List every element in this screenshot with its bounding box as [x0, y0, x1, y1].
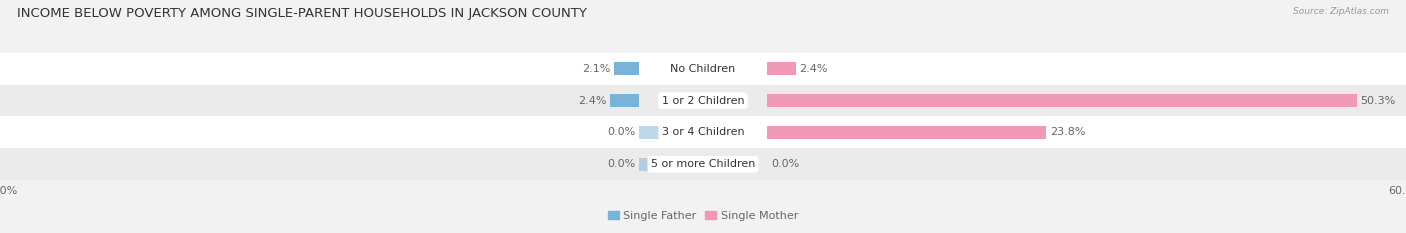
Bar — [0, 148, 1406, 180]
Text: No Children: No Children — [671, 64, 735, 74]
Text: 2.1%: 2.1% — [582, 64, 610, 74]
Text: Source: ZipAtlas.com: Source: ZipAtlas.com — [1294, 7, 1389, 16]
Bar — [703, 158, 742, 171]
Bar — [614, 62, 638, 75]
Text: 50.3%: 50.3% — [1360, 96, 1396, 106]
Text: 5 or more Children: 5 or more Children — [651, 159, 755, 169]
Text: 1 or 2 Children: 1 or 2 Children — [662, 96, 744, 106]
Bar — [638, 158, 678, 171]
Bar — [0, 53, 1406, 85]
Text: 23.8%: 23.8% — [1050, 127, 1085, 137]
Text: INCOME BELOW POVERTY AMONG SINGLE-PARENT HOUSEHOLDS IN JACKSON COUNTY: INCOME BELOW POVERTY AMONG SINGLE-PARENT… — [17, 7, 586, 20]
Bar — [768, 126, 1046, 139]
Text: 2.4%: 2.4% — [799, 64, 828, 74]
Text: 0.0%: 0.0% — [607, 127, 636, 137]
Text: 2.4%: 2.4% — [578, 96, 607, 106]
Bar — [0, 116, 1406, 148]
Bar — [768, 62, 796, 75]
Legend: Single Father, Single Mother: Single Father, Single Mother — [607, 211, 799, 221]
Bar — [768, 94, 1357, 107]
Text: 0.0%: 0.0% — [770, 159, 799, 169]
Text: 3 or 4 Children: 3 or 4 Children — [662, 127, 744, 137]
Bar — [638, 126, 678, 139]
Text: 0.0%: 0.0% — [607, 159, 636, 169]
Bar — [610, 94, 638, 107]
Bar — [0, 85, 1406, 116]
